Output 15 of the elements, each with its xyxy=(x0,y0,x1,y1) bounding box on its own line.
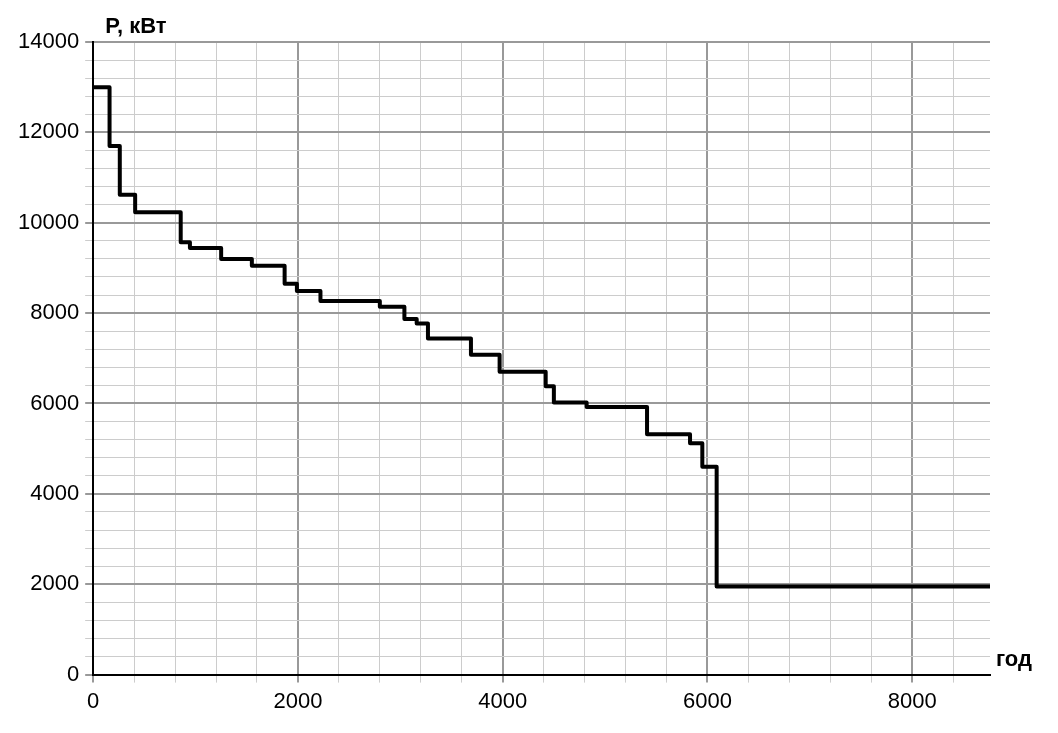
x-tick-label: 4000 xyxy=(478,687,528,713)
y-tick-label: 12000 xyxy=(17,118,80,144)
y-tick-label: 0 xyxy=(66,660,80,686)
y-tick-label: 14000 xyxy=(17,28,80,54)
y-tick-label: 10000 xyxy=(17,208,80,234)
x-tick-label: 8000 xyxy=(887,687,937,713)
x-axis-title: год xyxy=(996,645,1033,671)
x-tick-label: 6000 xyxy=(682,687,732,713)
y-tick-label: 2000 xyxy=(30,570,80,596)
x-tick-label: 2000 xyxy=(273,687,323,713)
x-tick-label: 0 xyxy=(87,687,100,713)
y-tick-label: 8000 xyxy=(30,299,80,325)
y-tick-label: 6000 xyxy=(30,389,80,415)
y-tick-label: 4000 xyxy=(30,479,80,505)
y-axis-title: P, кВт xyxy=(105,13,167,39)
